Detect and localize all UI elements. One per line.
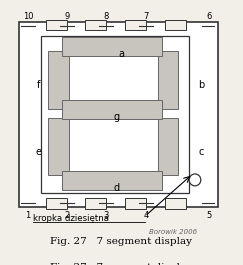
Bar — [125, 198, 146, 209]
Text: 1: 1 — [26, 211, 31, 220]
Text: Fig. 27   7 segment display: Fig. 27 7 segment display — [51, 237, 192, 246]
FancyBboxPatch shape — [158, 51, 178, 109]
Text: 9: 9 — [64, 12, 69, 20]
Text: 5: 5 — [206, 211, 212, 220]
Bar — [165, 20, 186, 30]
FancyBboxPatch shape — [62, 37, 162, 56]
Bar — [165, 198, 186, 209]
FancyBboxPatch shape — [158, 118, 178, 175]
FancyBboxPatch shape — [62, 100, 162, 119]
Text: 2: 2 — [64, 211, 69, 220]
Text: f: f — [37, 80, 40, 90]
FancyBboxPatch shape — [62, 171, 162, 190]
Text: Fig. 27   7 segment display: Fig. 27 7 segment display — [51, 263, 192, 265]
Text: a: a — [119, 49, 124, 59]
Text: g: g — [114, 112, 120, 122]
Text: 4: 4 — [143, 211, 149, 220]
Text: 6: 6 — [206, 12, 212, 20]
Bar — [46, 198, 67, 209]
Text: b: b — [198, 80, 204, 90]
Bar — [41, 36, 189, 192]
FancyBboxPatch shape — [49, 118, 69, 175]
Text: kropka dziesiętna: kropka dziesiętna — [33, 214, 109, 223]
Text: 8: 8 — [104, 12, 109, 20]
Text: e: e — [36, 147, 42, 157]
Text: Borowik 2006: Borowik 2006 — [149, 229, 198, 235]
Text: 10: 10 — [23, 12, 34, 20]
Text: c: c — [198, 147, 203, 157]
Text: 7: 7 — [143, 12, 149, 20]
Text: 3: 3 — [104, 211, 109, 220]
Bar — [125, 20, 146, 30]
Bar — [85, 198, 106, 209]
Bar — [46, 20, 67, 30]
FancyBboxPatch shape — [49, 51, 69, 109]
Text: d: d — [114, 183, 120, 193]
Bar — [19, 22, 218, 207]
Circle shape — [189, 174, 201, 186]
Bar — [85, 20, 106, 30]
